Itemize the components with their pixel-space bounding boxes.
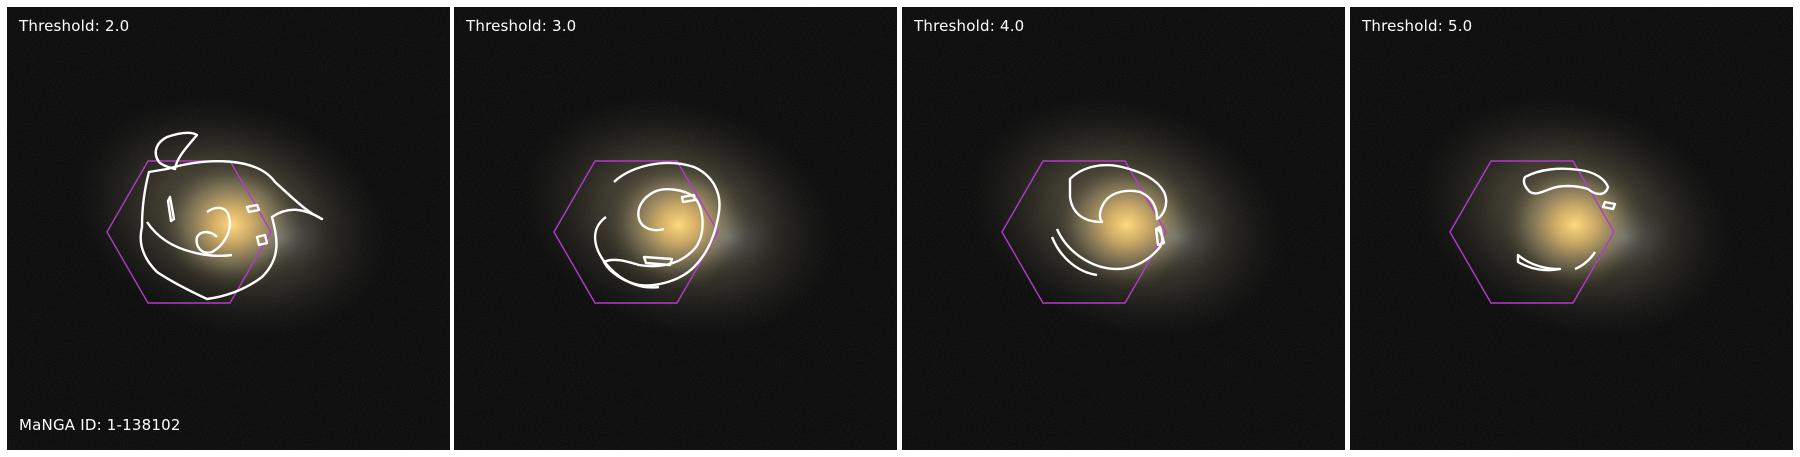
contour-lines [1516, 167, 1617, 272]
contour-lines [139, 131, 324, 301]
ifu-hexagon [553, 160, 719, 304]
galaxy-panel-threshold-2: Threshold: 2.0 MaNGA ID: 1-138102 [7, 7, 450, 450]
contour-lines [1050, 163, 1168, 277]
ifu-hexagon [1001, 160, 1167, 304]
galaxy-image [7, 7, 450, 450]
threshold-label: Threshold: 5.0 [1362, 17, 1473, 35]
galaxy-image [454, 7, 897, 450]
galaxy-image [1350, 7, 1793, 450]
threshold-label: Threshold: 2.0 [19, 17, 130, 35]
ifu-hexagon [1449, 160, 1615, 304]
threshold-label: Threshold: 4.0 [914, 17, 1025, 35]
galaxy-panel-threshold-5: Threshold: 5.0 [1350, 7, 1793, 450]
contour-lines [593, 161, 721, 289]
galaxy-panel-threshold-4: Threshold: 4.0 [902, 7, 1345, 450]
threshold-label: Threshold: 3.0 [466, 17, 577, 35]
galaxy-image [902, 7, 1345, 450]
galaxy-panel-threshold-3: Threshold: 3.0 [454, 7, 897, 450]
manga-id-label: MaNGA ID: 1-138102 [19, 416, 181, 434]
